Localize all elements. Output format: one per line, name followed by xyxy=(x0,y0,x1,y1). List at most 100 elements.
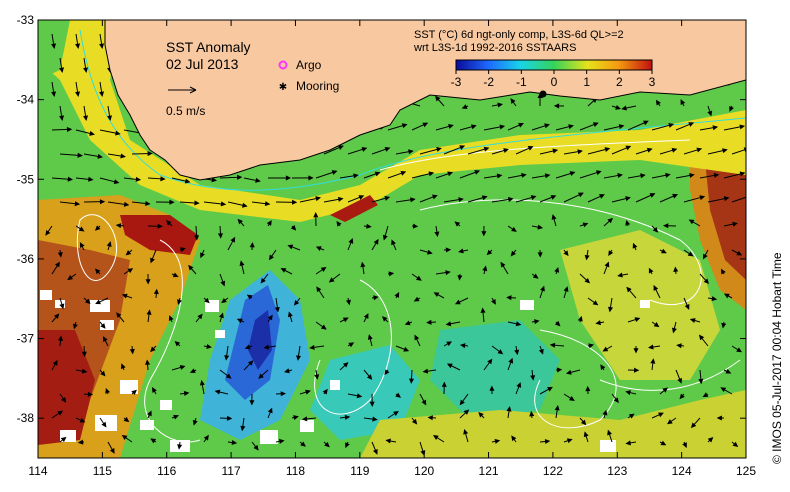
velocity-arrow-head xyxy=(249,241,255,248)
velocity-arrow-head xyxy=(436,147,442,152)
velocity-arrow-head xyxy=(293,415,299,421)
velocity-arrow-head xyxy=(348,342,355,348)
velocity-arrow-head xyxy=(628,413,635,419)
velocity-arrow-head xyxy=(602,346,609,352)
velocity-arrow-head xyxy=(369,401,375,407)
velocity-arrow-head xyxy=(487,358,493,365)
velocity-arrow-head xyxy=(145,279,151,285)
velocity-arrow-head xyxy=(57,410,64,416)
velocity-arrow-head xyxy=(544,438,551,445)
velocity-arrow-head xyxy=(240,425,246,432)
velocity-arrow-head xyxy=(183,390,190,396)
velocity-arrow-head xyxy=(677,377,682,384)
velocity-arrow-head xyxy=(584,254,590,261)
velocity-arrow-head xyxy=(360,261,366,268)
velocity-arrow-head xyxy=(621,105,627,111)
velocity-arrow-head xyxy=(246,294,253,300)
velocity-arrow-head xyxy=(461,104,468,109)
velocity-arrow-head xyxy=(100,370,106,377)
velocity-arrow-head xyxy=(643,120,649,126)
x-tick-label: 114 xyxy=(28,464,47,478)
velocity-arrow-head xyxy=(563,250,569,257)
velocity-arrow-head xyxy=(145,200,151,206)
velocity-arrow-head xyxy=(278,438,285,444)
velocity-arrow-head xyxy=(537,252,543,258)
velocity-arrow-head xyxy=(607,429,612,436)
velocity-arrow-head xyxy=(711,296,718,302)
velocity-arrow-head xyxy=(100,323,106,329)
velocity-arrow-head xyxy=(595,320,602,326)
velocity-arrow-head xyxy=(239,260,245,267)
velocity-arrow-head xyxy=(615,104,621,110)
velocity-arrow-head xyxy=(503,148,509,153)
velocity-arrow-head xyxy=(577,149,583,155)
velocity-arrow-head xyxy=(640,173,646,179)
velocity-arrow-head xyxy=(723,293,730,299)
velocity-arrow-head xyxy=(702,392,709,398)
velocity-arrow-head xyxy=(115,223,122,229)
velocity-arrow-head xyxy=(266,220,272,226)
velocity-arrow-head xyxy=(280,268,287,273)
velocity-arrow-head xyxy=(554,320,561,327)
argo-marker-icon xyxy=(278,60,288,70)
velocity-arrow-head xyxy=(226,415,233,421)
velocity-arrow-head xyxy=(582,222,589,228)
velocity-arrow-head xyxy=(97,153,103,159)
velocity-arrow-head xyxy=(67,176,74,182)
velocity-arrow-head xyxy=(145,359,151,365)
velocity-arrow-head xyxy=(658,412,664,418)
velocity-arrow-head xyxy=(459,145,466,150)
velocity-arrow-head xyxy=(653,322,660,328)
velocity-arrow-head xyxy=(648,344,654,350)
velocity-arrow-head xyxy=(617,173,623,179)
colorbar-tick-label: 3 xyxy=(649,75,656,89)
velocity-arrow-head xyxy=(353,173,359,179)
velocity-arrow-head xyxy=(177,299,182,305)
velocity-arrow-head xyxy=(689,172,695,178)
velocity-arrow-head xyxy=(722,148,728,154)
x-tick-label: 120 xyxy=(414,464,434,478)
velocity-arrow-head xyxy=(336,220,342,227)
velocity-arrow-head xyxy=(338,145,344,151)
velocity-arrow-head xyxy=(739,124,746,130)
velocity-arrow-head xyxy=(59,115,65,121)
velocity-arrow-head xyxy=(83,115,89,121)
velocity-arrow-head xyxy=(739,171,746,177)
velocity-arrow-head xyxy=(221,297,227,304)
velocity-arrow-head xyxy=(480,307,486,314)
velocity-arrow-head xyxy=(373,238,379,245)
velocity-arrow-head xyxy=(506,406,512,412)
velocity-arrow-head xyxy=(81,351,87,358)
x-tick-label: 115 xyxy=(93,464,112,478)
velocity-arrow-head xyxy=(463,409,470,415)
velocity-arrow-head xyxy=(569,395,575,401)
velocity-arrow-head xyxy=(413,296,420,302)
velocity-arrow-head xyxy=(296,355,302,361)
velocity-arrow-head xyxy=(540,285,545,292)
velocity-arrow-head xyxy=(688,122,695,127)
velocity-arrow-head xyxy=(84,298,91,305)
velocity-arrow-head xyxy=(414,334,420,341)
velocity-arrow-head xyxy=(698,378,704,385)
velocity-arrow-head xyxy=(447,171,454,177)
velocity-arrow-head xyxy=(702,253,708,260)
velocity-arrow-head xyxy=(88,176,94,182)
velocity-arrow-head xyxy=(372,416,378,422)
velocity-arrow-head xyxy=(416,275,422,281)
colorbar-tick-label: -2 xyxy=(483,75,494,89)
velocity-arrow-head xyxy=(109,448,115,454)
velocity-arrow-head xyxy=(486,249,493,256)
velocity-arrow-head xyxy=(544,173,551,179)
velocity-arrow-head xyxy=(285,175,292,181)
velocity-arrow-head xyxy=(431,194,438,200)
velocity-arrow-head xyxy=(646,147,653,153)
velocity-arrow-head xyxy=(482,265,488,272)
velocity-arrow-head xyxy=(607,217,614,224)
velocity-arrow-head xyxy=(393,411,399,416)
velocity-arrow-head xyxy=(445,247,452,253)
velocity-arrow-head xyxy=(696,147,703,153)
velocity-arrow-head xyxy=(566,438,573,444)
y-tick-label: -37 xyxy=(17,332,35,346)
velocity-arrow-head xyxy=(391,239,396,246)
